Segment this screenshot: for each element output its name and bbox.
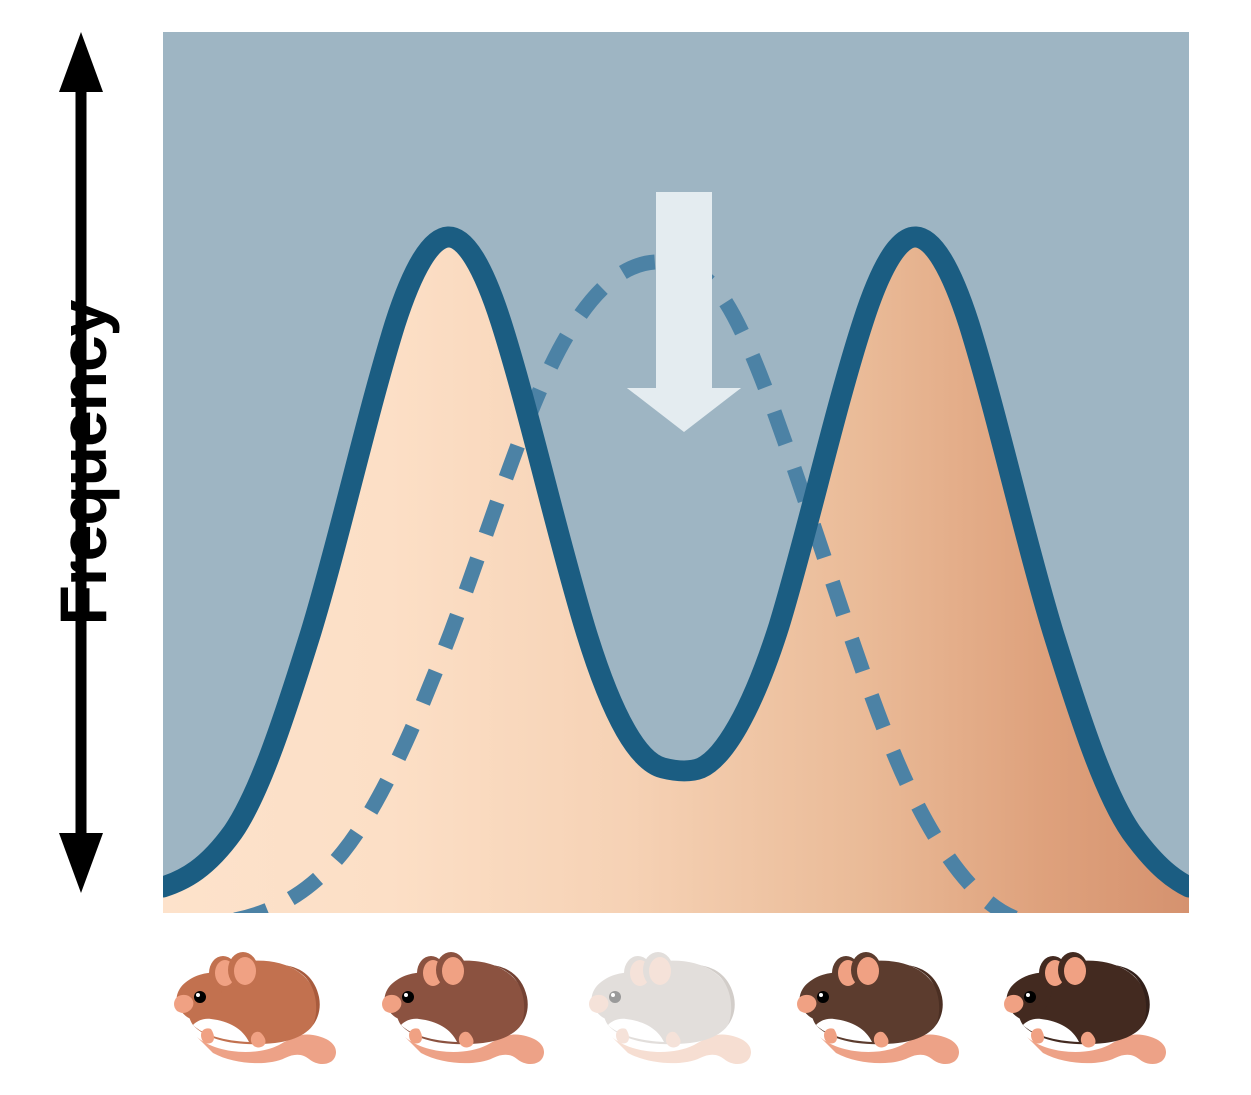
y-axis: Frequency (45, 30, 120, 895)
mouse-white (578, 925, 774, 1075)
mouse-icon (589, 952, 752, 1065)
downward-selection-arrow-icon (627, 192, 741, 432)
y-axis-label: Frequency (45, 300, 120, 625)
distribution-chart (163, 32, 1189, 913)
mouse-near-black (993, 925, 1189, 1075)
mouse-icon (1004, 952, 1167, 1065)
mouse-medium-brown (371, 925, 567, 1075)
mouse-icon (796, 952, 959, 1065)
bimodal-area-fill (163, 236, 1189, 913)
bimodal-solid-curve (163, 226, 1189, 898)
plot-panel (163, 32, 1189, 913)
y-axis-double-arrow-icon (59, 32, 103, 893)
mouse-dark-brown (786, 925, 982, 1075)
mouse-light-reddish-brown (163, 925, 359, 1075)
phenotype-mouse-row (163, 925, 1189, 1075)
unimodal-dashed-curve (233, 254, 1018, 913)
mouse-icon (381, 952, 544, 1065)
mouse-icon (174, 952, 337, 1065)
